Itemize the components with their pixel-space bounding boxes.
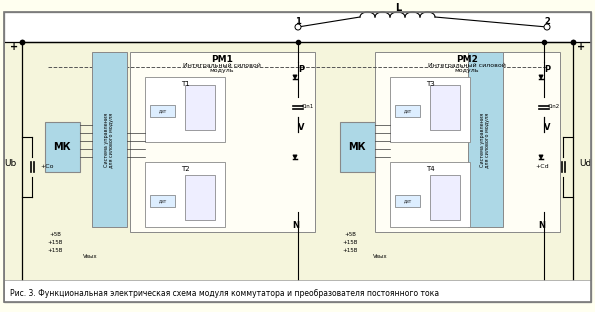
Bar: [185, 85, 215, 130]
Bar: [395, 105, 420, 117]
Text: +5В: +5В: [49, 232, 61, 236]
Text: Система управления
для силового модуля: Система управления для силового модуля: [480, 112, 490, 168]
Text: V: V: [544, 123, 550, 131]
Text: ДЗТ: ДЗТ: [404, 109, 412, 113]
Bar: [390, 162, 470, 227]
Text: +: +: [577, 42, 585, 52]
Text: T1: T1: [181, 81, 189, 87]
Text: N: N: [293, 221, 299, 230]
Text: ДЗТ: ДЗТ: [159, 109, 167, 113]
Text: +15В: +15В: [48, 240, 62, 245]
Text: −: −: [10, 277, 18, 287]
Text: P: P: [298, 65, 304, 74]
Bar: [150, 105, 175, 117]
Polygon shape: [293, 155, 297, 159]
Bar: [430, 175, 460, 220]
Bar: [145, 77, 225, 142]
Text: Ud: Ud: [579, 159, 591, 168]
Text: T3: T3: [425, 81, 434, 87]
Bar: [45, 122, 80, 172]
Text: +15В: +15В: [48, 247, 62, 252]
Text: +5В: +5В: [344, 232, 356, 236]
Bar: [390, 77, 470, 142]
Circle shape: [544, 24, 550, 30]
Text: +15В: +15В: [342, 247, 358, 252]
Text: +: +: [10, 42, 18, 52]
Text: Ub: Ub: [4, 159, 16, 168]
Text: −: −: [577, 277, 585, 287]
Text: T2: T2: [181, 166, 189, 172]
Bar: [340, 122, 375, 172]
Circle shape: [295, 24, 301, 30]
Bar: [5, 43, 590, 301]
Text: Vвых: Vвых: [372, 255, 387, 260]
Text: T4: T4: [425, 166, 434, 172]
Bar: [150, 195, 175, 207]
Polygon shape: [293, 75, 297, 79]
Text: МК: МК: [348, 142, 366, 152]
Bar: [468, 52, 503, 227]
Text: МК: МК: [53, 142, 71, 152]
Text: L: L: [395, 3, 401, 13]
Bar: [185, 175, 215, 220]
Text: 1: 1: [295, 17, 301, 26]
Text: Система управления
для силового модуля: Система управления для силового модуля: [104, 112, 114, 168]
Polygon shape: [539, 155, 543, 159]
Text: РМ2: РМ2: [456, 55, 478, 64]
Bar: [375, 52, 560, 232]
Text: Интегральный силовой
модуль: Интегральный силовой модуль: [428, 62, 506, 73]
Text: +Сd: +Сd: [536, 164, 549, 169]
Text: +Со: +Со: [40, 164, 54, 169]
Bar: [145, 162, 225, 227]
Text: Vвых: Vвых: [83, 255, 98, 260]
Text: V: V: [298, 123, 304, 131]
Text: N: N: [538, 221, 546, 230]
Text: Рис. 3. Функциональная электрическая схема модуля коммутатора и преобразователя : Рис. 3. Функциональная электрическая схе…: [10, 290, 439, 299]
Bar: [4, 280, 591, 302]
Bar: [430, 85, 460, 130]
Text: 2: 2: [544, 17, 550, 26]
Text: ДЗТ: ДЗТ: [159, 199, 167, 203]
Polygon shape: [539, 75, 543, 79]
Bar: [130, 52, 315, 232]
Bar: [395, 195, 420, 207]
Text: P: P: [544, 65, 550, 74]
Bar: [92, 52, 127, 227]
Text: РМ1: РМ1: [211, 55, 233, 64]
Text: +15В: +15В: [342, 240, 358, 245]
Text: ДЗТ: ДЗТ: [404, 199, 412, 203]
Text: Сin1: Сin1: [302, 105, 314, 110]
Text: Интегральный силовой
модуль: Интегральный силовой модуль: [183, 62, 261, 73]
Text: Сin2: Сin2: [548, 105, 560, 110]
